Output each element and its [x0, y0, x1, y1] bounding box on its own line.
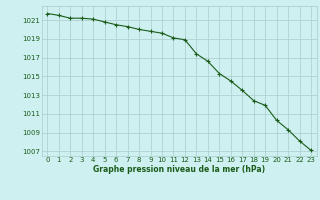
X-axis label: Graphe pression niveau de la mer (hPa): Graphe pression niveau de la mer (hPa) — [93, 165, 265, 174]
